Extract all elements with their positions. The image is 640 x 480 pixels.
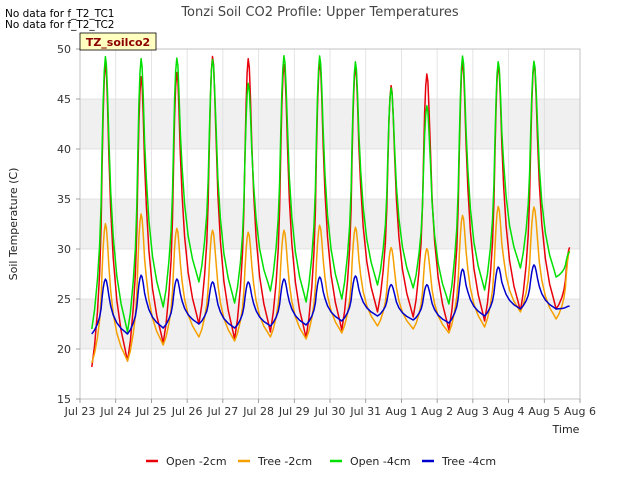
dataset-badge-label: TZ_soilco2 (86, 36, 150, 49)
x-tick-label: Aug 5 (528, 405, 560, 418)
series-layer (91, 55, 571, 368)
y-tick-label: 40 (57, 143, 71, 156)
x-tick-label: Jul 26 (171, 405, 203, 418)
series-line-open-2cm (91, 55, 571, 368)
legend-label: Open -4cm (350, 455, 411, 468)
x-tick-label: Jul 28 (242, 405, 274, 418)
x-axis-ticks: Jul 23 Jul 24 Jul 25 Jul 26 Jul 27 Jul 28 Jul … (64, 399, 596, 418)
series-line-tree-4cm (91, 264, 570, 335)
y-tick-label: 45 (57, 93, 71, 106)
x-tick-label: Jul 27 (206, 405, 238, 418)
y-tick-label: 35 (57, 193, 71, 206)
series-line-open-4cm (91, 55, 571, 333)
x-tick-label: Aug 6 (564, 405, 596, 418)
x-tick-label: Jul 31 (349, 405, 381, 418)
y-axis-ticks: 15 20 25 30 35 40 45 50 (57, 43, 80, 406)
x-tick-label: Jul 25 (135, 405, 167, 418)
x-tick-label: Jul 23 (64, 405, 96, 418)
legend-label: Open -2cm (166, 455, 227, 468)
y-tick-label: 15 (57, 393, 71, 406)
x-tick-label: Aug 4 (493, 405, 525, 418)
x-tick-label: Aug 1 (385, 405, 417, 418)
series-line-tree-2cm (91, 205, 571, 364)
dataset-badge: TZ_soilco2 (79, 32, 157, 51)
x-axis-label: Time (552, 423, 580, 436)
y-tick-label: 20 (57, 343, 71, 356)
no-data-note-2: No data for f_T2_TC2 (5, 19, 115, 31)
legend: Open -2cm Tree -2cm Open -4cm Tree -4cm (146, 455, 496, 468)
x-tick-label: Aug 3 (457, 405, 489, 418)
y-tick-label: 25 (57, 293, 71, 306)
x-tick-label: Jul 24 (99, 405, 131, 418)
y-tick-label: 50 (57, 43, 71, 56)
no-data-note-1: No data for f_T2_TC1 (5, 8, 115, 20)
chart-title: Tonzi Soil CO2 Profile: Upper Temperatur… (180, 5, 459, 20)
y-tick-label: 30 (57, 243, 71, 256)
x-tick-label: Aug 2 (421, 405, 453, 418)
x-tick-label: Jul 29 (278, 405, 310, 418)
x-tick-label: Jul 30 (314, 405, 346, 418)
legend-label: Tree -2cm (257, 455, 312, 468)
y-axis-label: Soil Temperature (C) (7, 168, 20, 281)
legend-label: Tree -4cm (441, 455, 496, 468)
dataset-badge-box (79, 32, 157, 51)
